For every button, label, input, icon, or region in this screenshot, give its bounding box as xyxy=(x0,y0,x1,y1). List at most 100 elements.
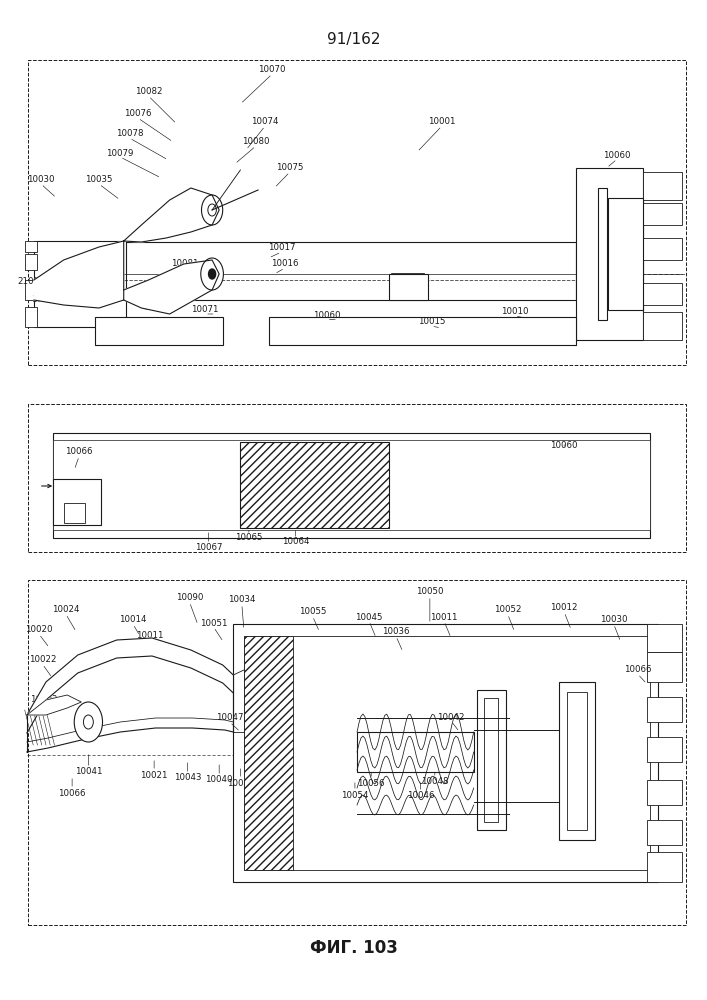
Bar xyxy=(53,440,650,530)
Text: 10060: 10060 xyxy=(551,440,578,450)
Bar xyxy=(25,307,37,327)
Text: 10080: 10080 xyxy=(243,137,269,146)
Bar xyxy=(244,636,650,870)
Text: 10042: 10042 xyxy=(438,712,464,722)
Bar xyxy=(269,317,576,345)
Polygon shape xyxy=(124,188,219,242)
Bar xyxy=(598,188,607,320)
Bar xyxy=(53,433,650,538)
Polygon shape xyxy=(27,638,233,733)
Text: 10075: 10075 xyxy=(276,163,303,172)
Bar xyxy=(28,580,686,925)
Text: 10050: 10050 xyxy=(416,587,443,596)
Bar xyxy=(25,241,37,252)
Text: 10046: 10046 xyxy=(407,792,434,800)
Bar xyxy=(643,283,682,305)
Text: 10067: 10067 xyxy=(195,542,222,552)
Polygon shape xyxy=(34,241,124,308)
Text: 10011: 10011 xyxy=(136,631,163,640)
Bar xyxy=(647,652,682,682)
Bar xyxy=(28,404,686,552)
Text: 10064: 10064 xyxy=(282,538,309,546)
Text: 10001: 10001 xyxy=(428,117,455,126)
Text: 10048: 10048 xyxy=(421,778,448,786)
Text: 10051: 10051 xyxy=(200,618,227,628)
Bar xyxy=(64,503,85,523)
Circle shape xyxy=(83,715,93,729)
Text: ФИГ. 103: ФИГ. 103 xyxy=(310,939,397,957)
Bar xyxy=(647,624,682,652)
Text: 10055: 10055 xyxy=(299,607,326,616)
Bar xyxy=(647,737,682,762)
Text: 91/162: 91/162 xyxy=(327,32,380,47)
Text: 10002: 10002 xyxy=(30,696,57,704)
Text: 10052: 10052 xyxy=(494,605,521,614)
Text: 10066: 10066 xyxy=(624,666,651,674)
Text: 10041: 10041 xyxy=(75,768,102,776)
Text: 210073: 210073 xyxy=(18,277,50,286)
Bar xyxy=(53,479,101,525)
Text: 10066: 10066 xyxy=(66,448,93,456)
Bar xyxy=(233,624,658,882)
Bar xyxy=(643,203,682,225)
Text: 10074: 10074 xyxy=(252,117,279,126)
Text: 10070: 10070 xyxy=(259,66,286,75)
Text: 10079: 10079 xyxy=(107,148,134,157)
Text: 10043: 10043 xyxy=(174,774,201,782)
Bar xyxy=(25,280,37,300)
Text: 10054: 10054 xyxy=(341,790,368,800)
Bar xyxy=(477,690,506,830)
Text: 10064: 10064 xyxy=(31,296,58,304)
Text: 10069: 10069 xyxy=(284,444,310,452)
Bar xyxy=(28,60,686,365)
Bar xyxy=(95,317,223,345)
Text: 10012: 10012 xyxy=(551,603,578,612)
Bar xyxy=(559,682,595,840)
Text: 10062: 10062 xyxy=(71,298,98,308)
Bar xyxy=(124,242,576,300)
Text: 10020: 10020 xyxy=(25,626,52,635)
Text: 10065: 10065 xyxy=(235,534,262,542)
Text: 10060: 10060 xyxy=(604,150,631,159)
Bar xyxy=(647,780,682,805)
Bar xyxy=(643,312,682,340)
Bar xyxy=(25,254,37,270)
Text: 10021: 10021 xyxy=(141,770,168,780)
Text: 10014: 10014 xyxy=(119,615,146,624)
Text: 10024: 10024 xyxy=(52,605,79,614)
Text: 10078: 10078 xyxy=(116,129,143,138)
Text: 10036: 10036 xyxy=(382,628,409,637)
Bar xyxy=(647,852,682,882)
Bar xyxy=(576,168,643,340)
Text: 10044: 10044 xyxy=(254,778,281,786)
Polygon shape xyxy=(124,260,219,314)
Text: 10071: 10071 xyxy=(192,306,218,314)
Circle shape xyxy=(201,258,223,290)
Text: 10015: 10015 xyxy=(565,716,592,724)
Text: 10011: 10011 xyxy=(431,612,457,621)
Bar xyxy=(34,241,126,327)
Text: 10066: 10066 xyxy=(59,788,86,798)
Text: 10034: 10034 xyxy=(228,595,255,604)
Bar xyxy=(389,274,428,300)
Text: 10016: 10016 xyxy=(271,259,298,268)
Polygon shape xyxy=(27,695,81,715)
Text: 10076: 10076 xyxy=(124,109,151,118)
Text: 10030: 10030 xyxy=(600,615,627,624)
Text: 10010: 10010 xyxy=(501,308,528,316)
Text: 10017: 10017 xyxy=(268,243,295,252)
Text: 10047: 10047 xyxy=(216,714,243,722)
Bar xyxy=(643,172,682,200)
Text: 10081: 10081 xyxy=(172,259,199,268)
Text: 10090: 10090 xyxy=(176,593,203,602)
Text: 10060: 10060 xyxy=(313,310,340,320)
Text: 10082: 10082 xyxy=(135,88,162,97)
Text: 10056: 10056 xyxy=(358,778,385,788)
Text: 10040: 10040 xyxy=(206,776,233,784)
Text: 10077: 10077 xyxy=(144,302,170,312)
Text: 10035: 10035 xyxy=(86,176,112,184)
Bar xyxy=(643,238,682,260)
Text: 10045: 10045 xyxy=(356,612,382,621)
Circle shape xyxy=(209,269,216,279)
Text: 10022: 10022 xyxy=(29,656,56,664)
